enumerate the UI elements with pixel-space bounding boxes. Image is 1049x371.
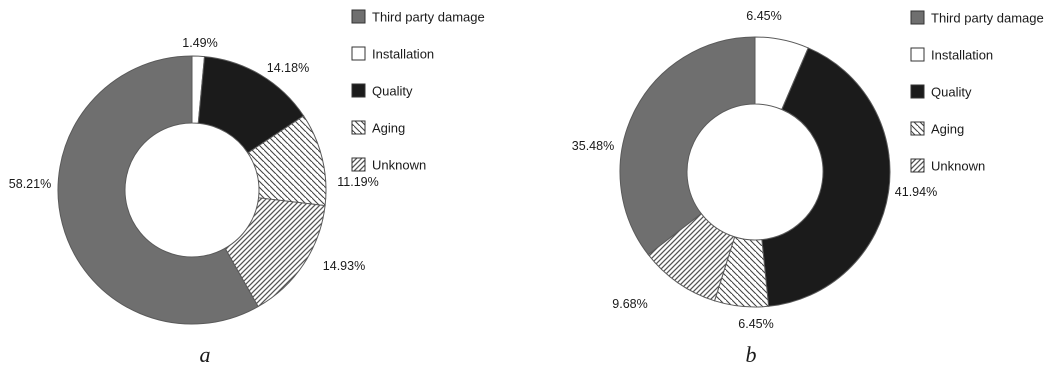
data-label-unknown: 14.93% bbox=[323, 259, 365, 273]
data-label-third-party-damage: 35.48% bbox=[572, 139, 614, 153]
legend-swatch-aging bbox=[910, 121, 925, 136]
donut-a-labels: 58.21% 1.49% 14.18% 11.19% 14.93% bbox=[9, 36, 379, 273]
data-label-aging: 6.45% bbox=[738, 317, 773, 331]
caption-a: a bbox=[200, 342, 211, 367]
data-label-quality: 41.94% bbox=[895, 185, 937, 199]
legend-label-quality: Quality bbox=[372, 84, 413, 99]
donut-b-slices bbox=[619, 36, 891, 308]
legend-label-third-party-damage: Third party damage bbox=[931, 11, 1044, 26]
caption-b: b bbox=[746, 342, 757, 367]
slice-quality bbox=[761, 47, 891, 307]
legend-swatch-quality bbox=[910, 84, 925, 99]
data-label-aging: 11.19% bbox=[337, 175, 378, 189]
donut-b-labels: 35.48% 6.45% 41.94% 6.45% 9.68% bbox=[572, 9, 937, 331]
legend-swatch-third-party-damage bbox=[910, 10, 925, 25]
data-label-installation: 1.49% bbox=[182, 36, 217, 50]
data-label-third-party-damage: 58.21% bbox=[9, 177, 51, 191]
legend-label-aging: Aging bbox=[372, 121, 405, 136]
legend-swatch-unknown bbox=[351, 157, 366, 172]
donut-chart-b: 35.48% 6.45% 41.94% 6.45% 9.68% Third party … bbox=[572, 9, 1044, 367]
legend-label-unknown: Unknown bbox=[931, 159, 985, 174]
legend-label-aging: Aging bbox=[931, 122, 964, 137]
slice-third-party-damage bbox=[619, 36, 756, 256]
donut-a-slices bbox=[57, 55, 327, 325]
data-label-unknown: 9.68% bbox=[612, 297, 647, 311]
legend-swatch-installation bbox=[351, 46, 366, 61]
legend-label-third-party-damage: Third party damage bbox=[372, 10, 485, 25]
data-label-quality: 14.18% bbox=[267, 61, 309, 75]
data-label-installation: 6.45% bbox=[746, 9, 781, 23]
slice-third-party-damage bbox=[57, 55, 259, 325]
legend-swatch-unknown bbox=[910, 158, 925, 173]
legend-label-installation: Installation bbox=[372, 47, 434, 62]
legend-swatch-third-party-damage bbox=[351, 9, 366, 24]
legend-label-unknown: Unknown bbox=[372, 158, 426, 173]
legend-swatch-installation bbox=[910, 47, 925, 62]
legend-b: Third party damage Installation Quality Agi… bbox=[910, 10, 1044, 174]
legend-swatch-quality bbox=[351, 83, 366, 98]
legend-label-quality: Quality bbox=[931, 85, 972, 100]
legend-label-installation: Installation bbox=[931, 48, 993, 63]
legend-swatch-aging bbox=[351, 120, 366, 135]
legend-a: Third party damage Installation Quality Agi… bbox=[351, 9, 485, 173]
donut-chart-a: 58.21% 1.49% 14.18% 11.19% 14.93% Third part… bbox=[9, 9, 485, 367]
